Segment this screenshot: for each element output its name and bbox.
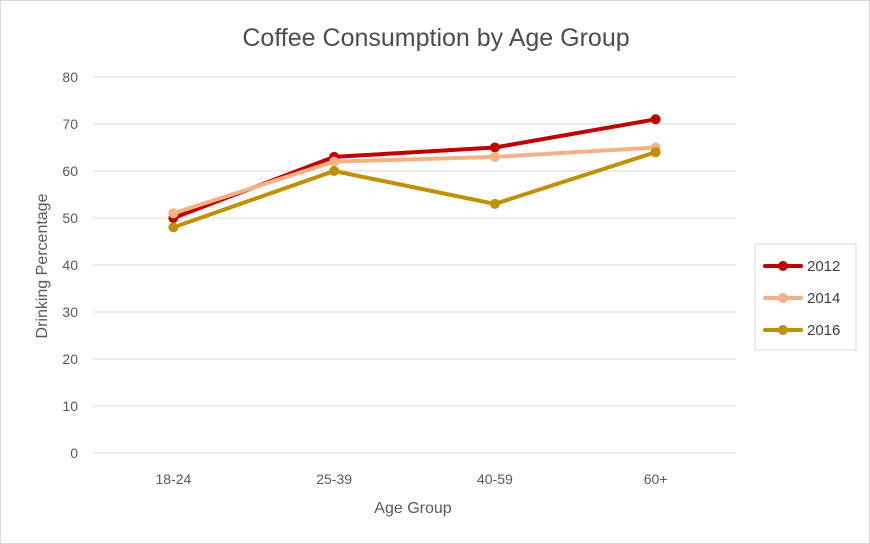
x-tick-label: 60+	[644, 471, 668, 487]
series-line	[171, 145, 658, 216]
chart-title: Coffee Consumption by Age Group	[242, 24, 629, 52]
legend: 2012 2014 2016	[754, 243, 857, 351]
data-point	[329, 166, 340, 176]
data-point	[168, 222, 179, 233]
legend-swatch-marker	[778, 261, 788, 271]
legend-label: 2016	[807, 322, 840, 339]
legend-item-2014: 2014	[763, 290, 840, 307]
y-tick-label: 0	[70, 445, 78, 461]
data-point	[168, 208, 179, 219]
series-2012	[168, 114, 661, 223]
y-axis-title: Drinking Percentage	[34, 193, 51, 338]
y-tick-label: 10	[62, 398, 78, 414]
data-point	[489, 151, 500, 162]
y-tick-label: 40	[62, 257, 78, 273]
x-tick-label: 25-39	[316, 471, 352, 487]
data-point	[650, 147, 661, 158]
y-axis-ticks: 0 10 20 30 40 50 60 70 80	[62, 69, 78, 461]
legend-swatch-marker	[778, 325, 788, 335]
gridlines	[93, 76, 736, 454]
y-tick-label: 50	[62, 210, 78, 226]
data-point	[329, 156, 340, 167]
data-point	[650, 114, 661, 125]
legend-label: 2012	[807, 258, 840, 275]
legend-item-2012: 2012	[763, 258, 840, 275]
x-tick-label: 40-59	[477, 471, 513, 487]
y-tick-label: 60	[62, 163, 78, 179]
series-lines	[168, 114, 661, 233]
legend-item-2016: 2016	[763, 322, 840, 339]
y-tick-label: 70	[62, 116, 78, 132]
series-line	[171, 150, 658, 230]
legend-label: 2014	[807, 290, 840, 307]
y-tick-label: 30	[62, 304, 78, 320]
x-axis-title: Age Group	[374, 500, 451, 517]
x-tick-label: 18-24	[155, 471, 191, 487]
legend-swatch-marker	[778, 293, 788, 303]
data-point	[489, 142, 500, 153]
y-tick-label: 80	[62, 69, 78, 85]
data-point	[489, 198, 500, 209]
series-2014	[168, 142, 661, 219]
series-2016	[168, 147, 661, 233]
x-axis-ticks: 18-24 25-39 40-59 60+	[155, 471, 667, 487]
y-tick-label: 20	[62, 351, 78, 367]
